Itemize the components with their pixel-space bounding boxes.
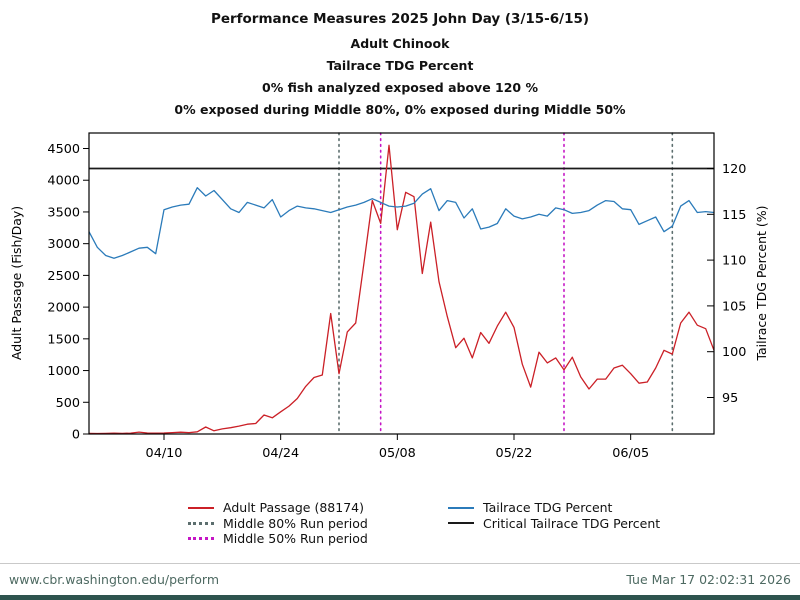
subtitle-species: Adult Chinook <box>350 36 450 51</box>
legend-middle-50-label: Middle 50% Run period <box>223 531 368 547</box>
subtitle-exposure-periods: 0% exposed during Middle 80%, 0% exposed… <box>174 102 626 117</box>
x-tick-label: 04/10 <box>146 446 183 461</box>
right-tick-label: 110 <box>722 254 746 269</box>
left-tick-label: 3500 <box>47 205 80 220</box>
x-tick-label: 06/05 <box>612 446 649 461</box>
footer-url: www.cbr.washington.edu/perform <box>9 572 220 587</box>
legend-middle-50: Middle 50% Run period <box>188 531 368 547</box>
left-axis-label: Adult Passage (Fish/Day) <box>9 206 24 360</box>
right-tick-label: 120 <box>722 162 746 177</box>
left-tick-label: 4000 <box>47 174 80 189</box>
legend-critical-tdg: Critical Tailrace TDG Percent <box>448 516 660 532</box>
x-tick-label: 05/22 <box>496 446 533 461</box>
legend-column-1: Tailrace TDG Percent Critical Tailrace TD… <box>448 500 660 531</box>
legend-critical-tdg-label: Critical Tailrace TDG Percent <box>483 515 661 531</box>
left-tick-label: 3000 <box>47 237 80 252</box>
plot-border <box>88 132 715 435</box>
adult-passage-line <box>88 144 715 435</box>
legend-tdg-label: Tailrace TDG Percent <box>483 500 613 516</box>
tdg-line <box>88 187 715 259</box>
footer: www.cbr.washington.edu/perform Tue Mar 1… <box>0 563 800 595</box>
right-tick-label: 100 <box>722 345 746 360</box>
left-tick-label: 2500 <box>47 269 80 284</box>
legend-critical-tdg-marker-icon <box>448 522 474 525</box>
x-tick-label: 05/08 <box>379 446 416 461</box>
left-tick-label: 500 <box>56 396 80 411</box>
subtitle-measure: Tailrace TDG Percent <box>326 58 474 73</box>
legend-adult-passage: Adult Passage (88174) <box>188 500 368 516</box>
legend-middle-80-marker-icon <box>188 521 214 525</box>
legend-tdg: Tailrace TDG Percent <box>448 500 660 516</box>
left-tick-label: 1500 <box>47 332 80 347</box>
chart-title-block: Performance Measures 2025 John Day (3/15… <box>0 11 800 124</box>
left-tick-label: 4500 <box>47 142 80 157</box>
performance-chart: 0 500 1000 1500 2000 2500 3000 3500 4000 4500 95 10… <box>9 132 769 461</box>
right-tick-label: 105 <box>722 299 746 314</box>
legend-adult-passage-marker-icon <box>188 506 214 509</box>
legend-column-0: Adult Passage (88174) Middle 80% Run peri… <box>188 500 368 547</box>
right-tick-label: 95 <box>722 391 738 406</box>
left-tick-label: 2000 <box>47 301 80 316</box>
legend-adult-passage-label: Adult Passage (88174) <box>223 500 364 516</box>
legend-tdg-marker-icon <box>448 506 474 509</box>
x-tick-label: 04/24 <box>262 446 299 461</box>
footer-timestamp: Tue Mar 17 02:02:31 2026 <box>626 572 791 587</box>
subtitle-exposure-critical: 0% fish analyzed exposed above 120 % <box>262 80 538 95</box>
right-axis-label: Tailrace TDG Percent (%) <box>754 205 769 361</box>
legend-middle-80: Middle 80% Run period <box>188 516 368 532</box>
legend-middle-80-label: Middle 80% Run period <box>223 515 368 531</box>
left-tick-label: 0 <box>72 428 80 443</box>
left-tick-label: 1000 <box>47 364 80 379</box>
right-tick-label: 115 <box>722 208 746 223</box>
legend-middle-50-marker-icon <box>188 537 214 541</box>
footer-accent-bar <box>0 595 800 600</box>
page-title: Performance Measures 2025 John Day (3/15… <box>210 11 590 27</box>
